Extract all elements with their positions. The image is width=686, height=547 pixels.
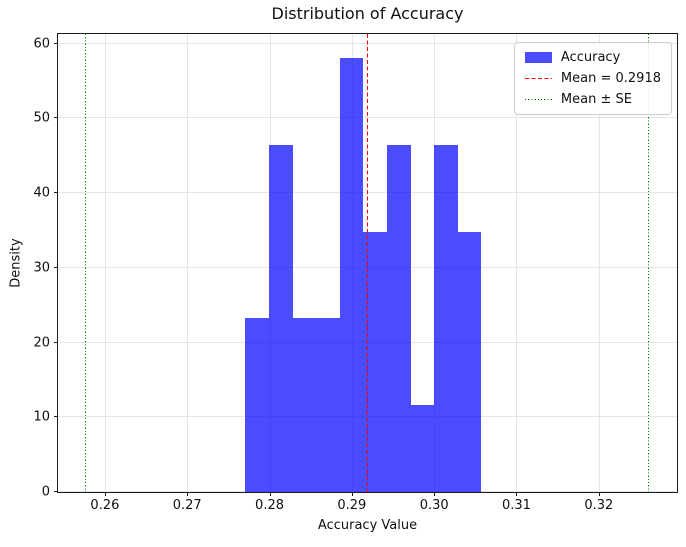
y-axis-label: Density [8,238,24,288]
mean-dashed-line-icon [524,77,552,80]
histogram-bar [245,318,270,492]
histogram-bar [363,231,388,492]
x-tick-label: 0.31 [502,498,531,513]
x-tick-mark [187,492,189,496]
legend-item-accuracy: Accuracy [524,50,661,65]
y-tick-label: 10 [33,409,50,425]
x-tick-mark [516,492,518,496]
legend-label-mean: Mean = 0.2918 [560,71,661,86]
histogram-bar [387,144,411,492]
x-tick-label: 0.30 [419,498,449,513]
x-gridline [104,34,106,492]
y-tick-mark [54,341,58,343]
legend-item-mean: Mean = 0.2918 [524,71,661,86]
x-tick-mark [434,492,436,496]
histogram-bar [339,57,364,492]
x-gridline [187,34,189,492]
y-tick-mark [54,491,58,492]
y-tick-mark [54,266,58,268]
histogram-bar [434,144,458,492]
histogram-bar [269,144,293,492]
y-tick-label: 0 [41,484,50,500]
y-tick-label: 20 [33,335,50,351]
legend-label-accuracy: Accuracy [560,50,621,65]
x-tick-mark [351,492,353,496]
y-tick-mark [54,192,58,194]
se-lower-line [85,34,87,492]
mean-line [366,34,369,492]
legend-label-se: Mean ± SE [560,92,632,107]
x-tick-label: 0.32 [584,498,614,513]
y-tick-mark [54,117,58,119]
x-tick-mark [598,492,600,496]
se-upper-line [648,34,650,492]
y-tick-mark [54,416,58,418]
plot-area: Accuracy Mean = 0.2918 Mean ± SE 0.26 0.27 0… [33,33,678,513]
x-tick-mark [104,492,106,496]
se-dotted-line-icon [524,98,552,101]
accuracy-swatch-icon [524,52,552,63]
y-tick-mark [54,42,58,44]
y-tick-label: 40 [33,185,50,201]
histogram-bar [292,318,317,492]
histogram-bar [316,318,340,492]
x-tick-label: 0.29 [337,498,367,513]
x-axis-label: Accuracy Value [317,518,418,533]
x-tick-mark [269,492,271,496]
x-tick-label: 0.26 [90,498,120,513]
x-tick-label: 0.28 [255,498,285,513]
chart-title: Distribution of Accuracy [271,4,464,23]
x-tick-label: 0.27 [172,498,202,513]
x-gridline [598,34,600,492]
histogram-bar [457,231,482,492]
y-tick-label: 50 [33,110,50,126]
y-tick-label: 60 [33,36,50,52]
legend: Accuracy Mean = 0.2918 Mean ± SE [513,42,672,115]
legend-item-se: Mean ± SE [524,92,661,107]
histogram-bar [410,405,435,492]
x-gridline [516,34,518,492]
y-tick-label: 30 [33,260,50,276]
